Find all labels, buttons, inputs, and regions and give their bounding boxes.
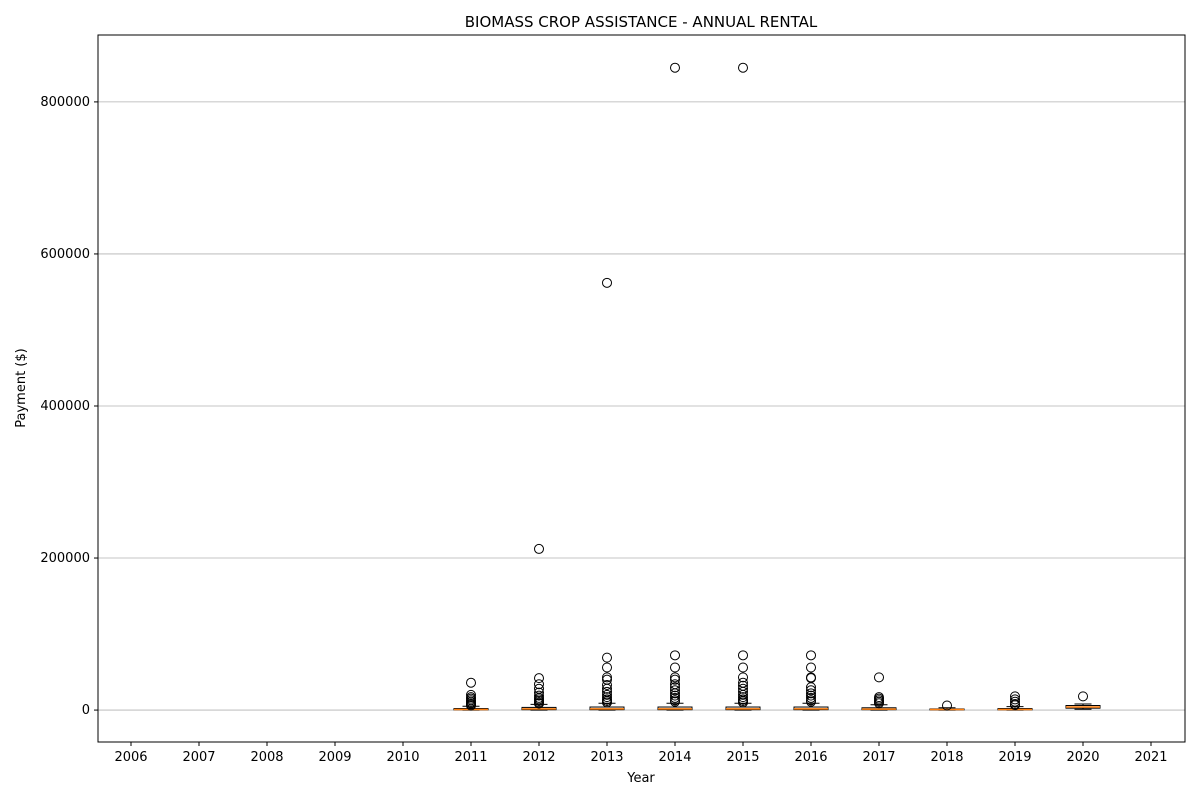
box-series [453,62,1101,711]
outlier-point [466,700,476,711]
box-2019 [997,691,1033,711]
x-tick-label: 2013 [590,750,623,765]
y-tick-label: 200000 [40,551,90,566]
outlier-point [806,682,816,693]
outlier-point [874,698,884,709]
x-tick-label: 2020 [1066,750,1099,765]
box-2013 [589,277,625,711]
outlier-point [670,674,680,685]
outlier-point [534,543,544,554]
outlier-point [738,683,748,694]
box-2018 [929,700,965,711]
x-tick-label: 2010 [386,750,419,765]
outlier-point [602,683,612,694]
box-2015 [725,62,761,711]
x-tick-label: 2012 [522,750,555,765]
x-tick-label: 2015 [726,750,759,765]
outlier-point [670,672,680,683]
outlier-point [1010,700,1020,711]
y-tick-label: 0 [82,703,90,718]
outlier-point [1010,696,1020,707]
outlier-point [602,672,612,683]
outlier-point [670,696,680,707]
outlier-point [670,682,680,693]
outlier-point [534,690,544,701]
x-tick-label: 2008 [250,750,283,765]
outlier-point [806,662,816,673]
outlier-point [670,688,680,699]
outlier-point [534,687,544,698]
plot-area-frame [97,34,1186,743]
y-axis: 0 200000 400000 600000 800000 [40,95,98,718]
outlier-point [670,62,680,73]
outlier-point [602,689,612,700]
outlier-point [738,650,748,661]
y-axis-label: Payment ($) [14,348,29,427]
outlier-point [670,692,680,703]
box-2020 [1065,691,1101,710]
outlier-point [738,62,748,73]
outlier-point [602,697,612,708]
x-tick-label: 2011 [454,750,487,765]
x-tick-label: 2021 [1134,750,1167,765]
outlier-point [738,697,748,708]
x-axis-label: Year [626,771,655,786]
x-tick-label: 2016 [794,750,827,765]
outlier-point [670,685,680,696]
x-tick-label: 2017 [862,750,895,765]
box-2014 [657,62,693,711]
outlier-point [806,650,816,661]
outlier-point [942,700,952,711]
x-tick-label: 2009 [318,750,351,765]
box-2011 [453,677,489,711]
outlier-point [806,696,816,707]
outlier-point [806,685,816,696]
box-2017 [861,672,897,711]
outlier-point [1010,694,1020,705]
outlier-point [602,277,612,288]
outlier-point [602,692,612,703]
outlier-point [602,679,612,690]
outlier-point [670,650,680,661]
outlier-point [738,662,748,673]
outlier-point [670,662,680,673]
x-tick-label: 2014 [658,750,691,765]
box-2012 [521,543,557,711]
y-tick-label: 400000 [40,399,90,414]
outlier-point [738,692,748,703]
outlier-point [466,689,476,700]
outlier-point [806,692,816,703]
outlier-point [806,690,816,701]
outlier-point [874,672,884,683]
x-tick-label: 2018 [930,750,963,765]
outlier-point [534,698,544,709]
x-tick-label: 2006 [114,750,147,765]
x-tick-label: 2019 [998,750,1031,765]
outlier-point [670,690,680,701]
outlier-point [1078,691,1088,702]
outlier-point [534,679,544,690]
box-2016 [793,650,829,711]
outlier-point [602,662,612,673]
outlier-point [738,672,748,683]
outlier-point [738,689,748,700]
chart-title: BIOMASS CROP ASSISTANCE - ANNUAL RENTAL [465,13,818,31]
outlier-point [602,652,612,663]
outlier-point [534,673,544,684]
y-tick-label: 600000 [40,247,90,262]
y-tick-label: 800000 [40,95,90,110]
outlier-point [466,677,476,688]
x-axis: 2006 2007 2008 2009 2010 2011 2012 2013 2014 2015… [114,742,1168,765]
outlier-point [806,688,816,699]
x-tick-label: 2007 [182,750,215,765]
